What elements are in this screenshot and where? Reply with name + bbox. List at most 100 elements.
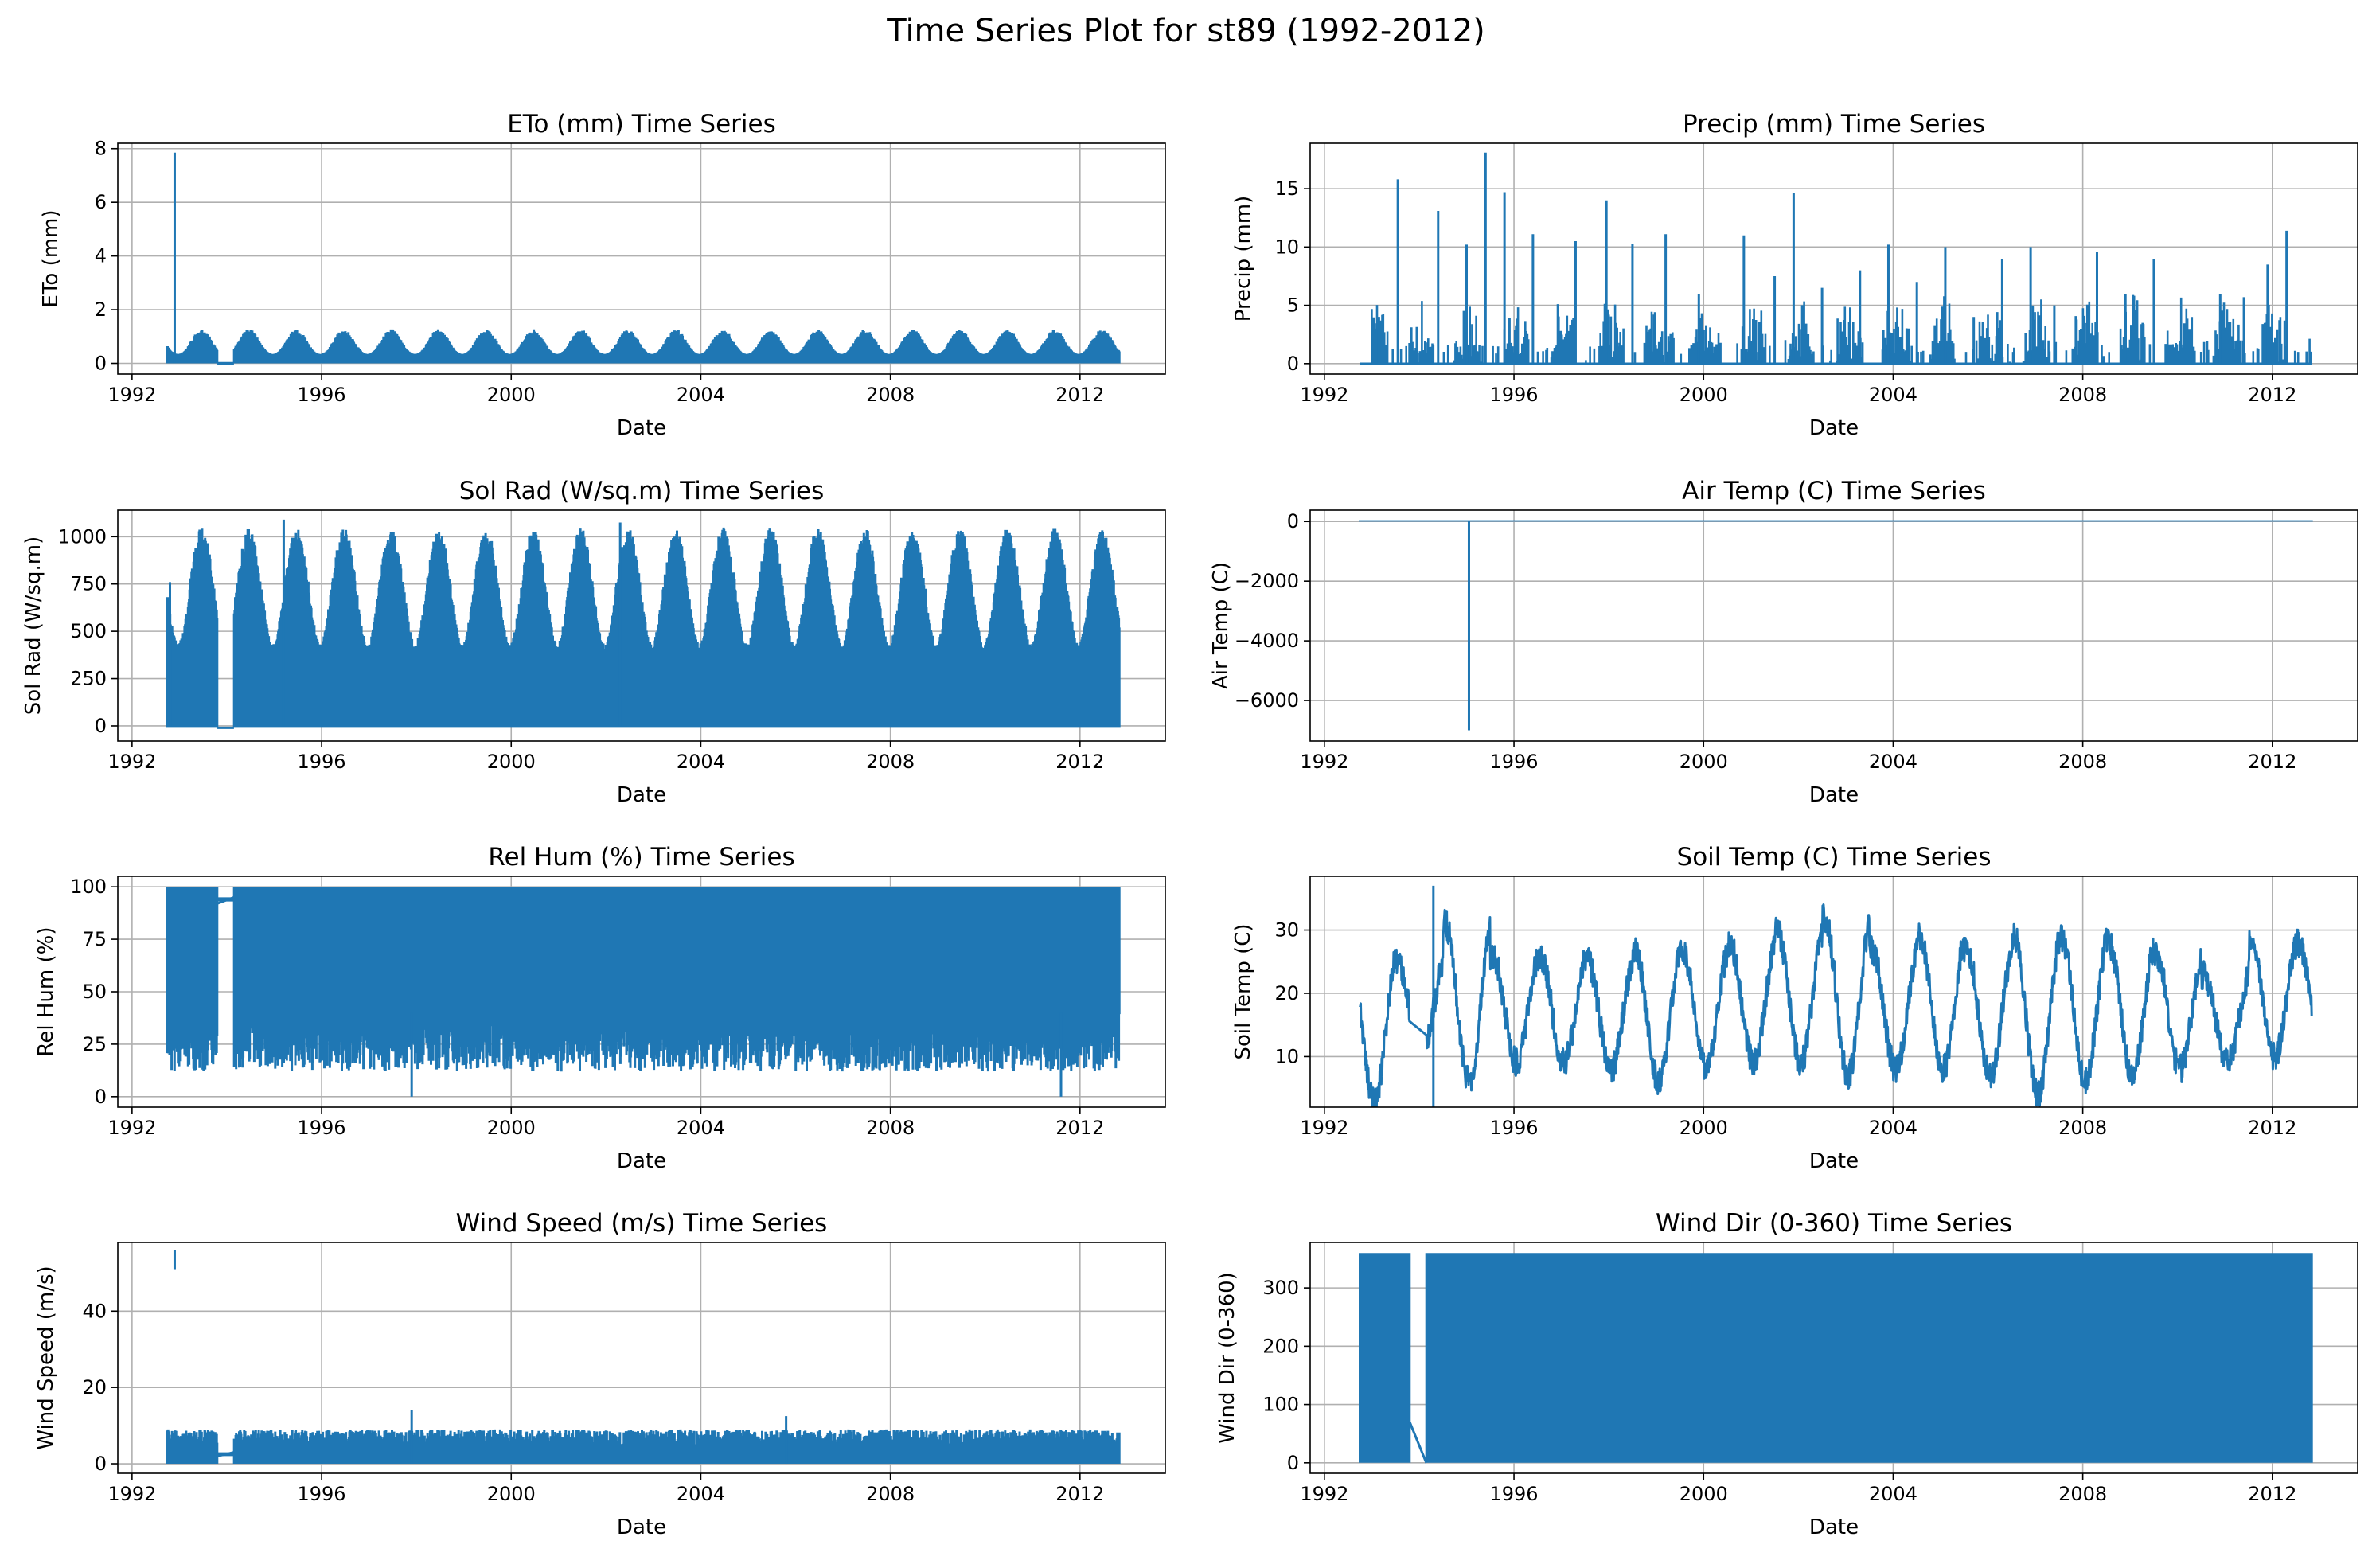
panel-3: Sol Rad (W/sq.m) Time Series 1992 1996 2000…: [21, 477, 1166, 807]
y-tick-label: −2000: [1235, 570, 1299, 592]
x-axis-label: Date: [617, 416, 666, 440]
panel-title: ETo (mm) Time Series: [507, 110, 776, 138]
axes-frame: [117, 509, 1166, 742]
panel-title: Wind Dir (0-360) Time Series: [1656, 1209, 2012, 1238]
panel-6: Soil Temp (C) Time Series 1992 1996 2000 200…: [1231, 843, 2358, 1173]
y-tick-label: 0: [95, 1453, 107, 1475]
panel-title: Air Temp (C) Time Series: [1682, 477, 1986, 505]
series-line: [166, 329, 1121, 364]
x-tick-label: 2008: [866, 384, 915, 406]
axes-frame: [117, 142, 1166, 375]
x-tick-label: 2012: [2248, 384, 2296, 406]
series-line: [1359, 903, 2313, 1107]
y-tick-label: 0: [95, 1086, 107, 1108]
x-axis-label: Date: [1809, 1149, 1859, 1173]
y-tick-label: 20: [82, 1376, 107, 1398]
y-tick-label: 300: [1262, 1277, 1299, 1299]
x-tick-label: 2004: [677, 751, 725, 773]
x-tick-label: 1996: [298, 1483, 346, 1505]
series: [1359, 885, 2313, 1107]
y-tick-label: 75: [82, 928, 107, 950]
x-axis-label: Date: [1809, 1515, 1859, 1539]
y-tick-label: −4000: [1235, 630, 1299, 652]
y-tick-label: 10: [1274, 236, 1299, 258]
x-tick-label: 1992: [1300, 751, 1348, 773]
x-tick-label: 1996: [298, 384, 346, 406]
series: [1359, 520, 2313, 731]
y-tick-label: 15: [1274, 177, 1299, 200]
x-tick-label: 2012: [2248, 1483, 2296, 1505]
x-axis-label: Date: [1809, 783, 1859, 807]
panel-title: Soil Temp (C) Time Series: [1677, 843, 1992, 872]
series-line: [166, 527, 1121, 728]
x-tick-label: 1992: [107, 384, 156, 406]
x-tick-label: 2000: [1680, 751, 1728, 773]
x-tick-label: 2004: [1869, 1483, 1917, 1505]
series-line: [166, 1429, 1121, 1464]
panel-2: Precip (mm) Time Series 1992 1996 2000 2004 2…: [1231, 110, 2358, 440]
y-tick-label: 250: [70, 668, 107, 690]
y-tick-label: 50: [82, 981, 107, 1003]
series: [166, 887, 1121, 1097]
x-tick-label: 1992: [1300, 1483, 1348, 1505]
x-tick-label: 1992: [107, 1483, 156, 1505]
y-tick-label: 6: [95, 191, 107, 213]
x-tick-label: 1992: [1300, 1117, 1348, 1139]
x-tick-label: 2012: [2248, 1117, 2296, 1139]
x-tick-label: 1992: [1300, 384, 1348, 406]
panel-title: Rel Hum (%) Time Series: [488, 843, 794, 872]
axes-frame: [1309, 142, 2358, 375]
x-tick-label: 2008: [2058, 751, 2107, 773]
y-tick-label: 750: [70, 573, 107, 595]
series-line: [166, 887, 1121, 1072]
y-tick-label: 2: [95, 298, 107, 321]
figure-title: Time Series Plot for st89 (1992-2012): [886, 13, 1485, 49]
axes-frame: [1309, 1242, 2358, 1474]
x-tick-label: 2008: [866, 1483, 915, 1505]
x-tick-label: 1992: [107, 1117, 156, 1139]
x-tick-label: 1996: [1490, 751, 1539, 773]
axes-frame: [117, 1242, 1166, 1474]
y-tick-label: −6000: [1235, 689, 1299, 712]
y-tick-label: 0: [95, 353, 107, 375]
x-tick-label: 2004: [677, 384, 725, 406]
x-tick-label: 2008: [2058, 1117, 2107, 1139]
x-tick-label: 2008: [866, 1117, 915, 1139]
x-tick-label: 2008: [866, 751, 915, 773]
x-tick-label: 2012: [1055, 1483, 1104, 1505]
gap-connector: [217, 1451, 235, 1457]
y-axis-label: Rel Hum (%): [34, 927, 58, 1057]
y-tick-label: 20: [1274, 982, 1299, 1004]
x-tick-label: 2000: [487, 1117, 536, 1139]
y-tick-label: 0: [1287, 353, 1299, 375]
x-tick-label: 2000: [1680, 384, 1728, 406]
grid: [1310, 510, 2358, 741]
x-tick-label: 1996: [1490, 384, 1539, 406]
series: [166, 1250, 1121, 1465]
x-tick-label: 2000: [487, 1483, 536, 1505]
x-axis-label: Date: [617, 783, 666, 807]
y-axis-label: Precip (mm): [1231, 196, 1255, 322]
y-tick-label: 30: [1274, 919, 1299, 942]
panel-5: Rel Hum (%) Time Series 1992 1996 2000 2004 2…: [34, 843, 1166, 1173]
y-tick-label: 4: [95, 245, 107, 267]
panel-title: Sol Rad (W/sq.m) Time Series: [459, 477, 825, 505]
y-tick-label: 1000: [58, 525, 107, 548]
y-tick-label: 25: [82, 1033, 107, 1055]
axes-frame: [117, 876, 1166, 1108]
x-tick-label: 2004: [677, 1117, 725, 1139]
x-tick-label: 2004: [677, 1483, 725, 1505]
x-tick-label: 2012: [1055, 751, 1104, 773]
y-axis-label: Air Temp (C): [1209, 562, 1233, 689]
y-tick-label: 0: [1287, 510, 1299, 532]
y-tick-label: 200: [1262, 1335, 1299, 1357]
series: [1360, 152, 2312, 365]
x-tick-label: 2012: [1055, 384, 1104, 406]
x-tick-label: 2000: [487, 751, 536, 773]
y-tick-label: 100: [1262, 1394, 1299, 1416]
y-axis-label: ETo (mm): [39, 209, 63, 307]
grid: [118, 1242, 1165, 1473]
x-tick-label: 1996: [1490, 1483, 1539, 1505]
